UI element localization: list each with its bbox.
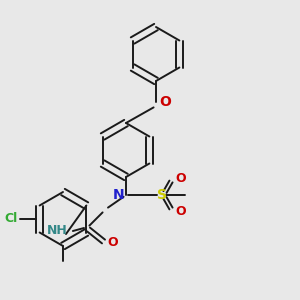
Text: S: S <box>157 188 167 202</box>
Text: O: O <box>176 205 186 218</box>
Text: O: O <box>160 95 172 109</box>
Text: N: N <box>113 188 124 202</box>
Text: O: O <box>107 236 118 250</box>
Text: Cl: Cl <box>5 212 18 226</box>
Text: O: O <box>176 172 186 185</box>
Text: NH: NH <box>47 224 68 238</box>
